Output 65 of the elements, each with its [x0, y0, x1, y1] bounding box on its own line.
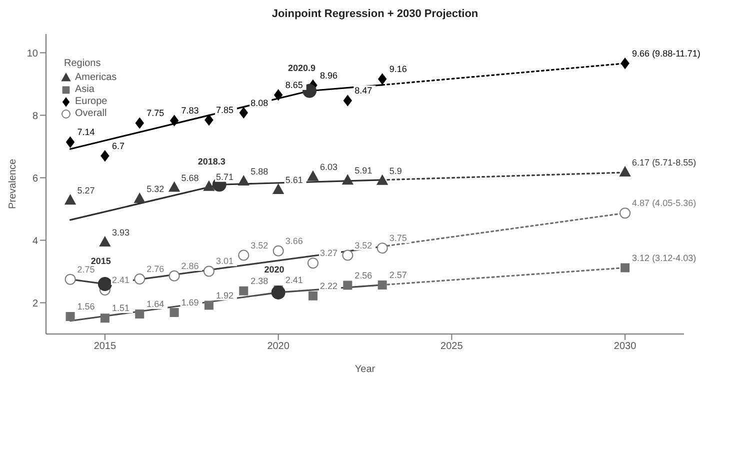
data-label: 3.93: [112, 227, 130, 238]
data-label: 3.75: [389, 233, 407, 244]
x-axis-title: Year: [354, 364, 376, 375]
data-label: 2.57: [389, 270, 407, 280]
data-label: 8.96: [320, 70, 338, 80]
annotation: 2018.3: [198, 156, 226, 167]
data-label: 3.27: [320, 248, 338, 258]
data-label: 2.22: [320, 280, 338, 291]
data-label: 6.7: [112, 140, 124, 151]
data-label: 1.69: [181, 297, 199, 308]
x-tick-label: 2020: [267, 341, 290, 352]
data-label: 3.66: [285, 236, 303, 246]
data-label: 2.38: [250, 276, 268, 286]
data-label: 7.85: [216, 104, 234, 115]
data-label: 5.32: [146, 184, 164, 194]
data-label: 6.03: [320, 162, 338, 172]
y-tick-label: 10: [26, 48, 38, 60]
data-label: 5.9: [389, 166, 402, 176]
data-label: 9.66 (9.88-11.71): [632, 48, 700, 58]
data-label: 2.41: [285, 274, 303, 285]
data-label: 3.52: [354, 240, 372, 250]
legend-title: Regions: [64, 58, 102, 70]
y-tick-label: 6: [32, 173, 38, 184]
data-label: 5.68: [181, 172, 199, 183]
y-tick-label: 2: [32, 298, 38, 310]
data-label: 6.17 (5.71-8.55): [632, 157, 696, 168]
data-label: 3.12 (3.12-4.03): [632, 252, 696, 263]
data-label: 8.47: [354, 86, 372, 96]
y-axis-title: Prevalence: [8, 158, 19, 210]
data-label: 8.08: [250, 98, 268, 108]
annotation: 2020.9: [288, 62, 316, 73]
legend-label: Overall: [75, 108, 107, 120]
data-label: 1.56: [77, 302, 95, 312]
legend-label: Asia: [75, 84, 94, 96]
data-label: 5.71: [216, 172, 234, 182]
data-label: 2.75: [77, 264, 95, 274]
legend-label: Europe: [75, 96, 108, 108]
data-label: 2.76: [146, 264, 164, 274]
y-tick-label: 4: [32, 236, 38, 247]
data-label: 5.61: [285, 174, 303, 185]
data-label: 1.51: [112, 303, 130, 314]
data-label: 1.64: [146, 299, 164, 309]
data-label: 9.16: [389, 64, 407, 74]
data-label: 7.14: [77, 127, 95, 138]
data-label: 5.88: [250, 166, 268, 176]
x-tick-label: 2015: [94, 341, 117, 352]
y-tick-label: 8: [32, 110, 38, 122]
data-label: 8.65: [285, 80, 303, 90]
data-label: 3.01: [216, 256, 234, 266]
x-tick-label: 2025: [440, 341, 464, 352]
data-label: 5.27: [77, 186, 95, 196]
data-label: 5.91: [354, 166, 372, 176]
data-label: 1.92: [216, 290, 234, 300]
data-label: 2.41: [112, 274, 130, 285]
annotation: 2020: [264, 264, 284, 274]
data-label: 2.56: [354, 270, 372, 280]
data-label: 3.52: [250, 240, 268, 250]
legend-label: Americas: [75, 72, 117, 84]
data-label: 7.75: [146, 108, 164, 118]
annotation: 2015: [90, 256, 111, 266]
x-tick-label: 2030: [614, 341, 637, 352]
data-label: 7.83: [181, 106, 199, 116]
data-label: 2.86: [181, 260, 199, 271]
chart-title: Joinpoint Regression + 2030 Projection: [270, 8, 480, 22]
data-label: 4.87 (4.05-5.36): [632, 198, 696, 208]
